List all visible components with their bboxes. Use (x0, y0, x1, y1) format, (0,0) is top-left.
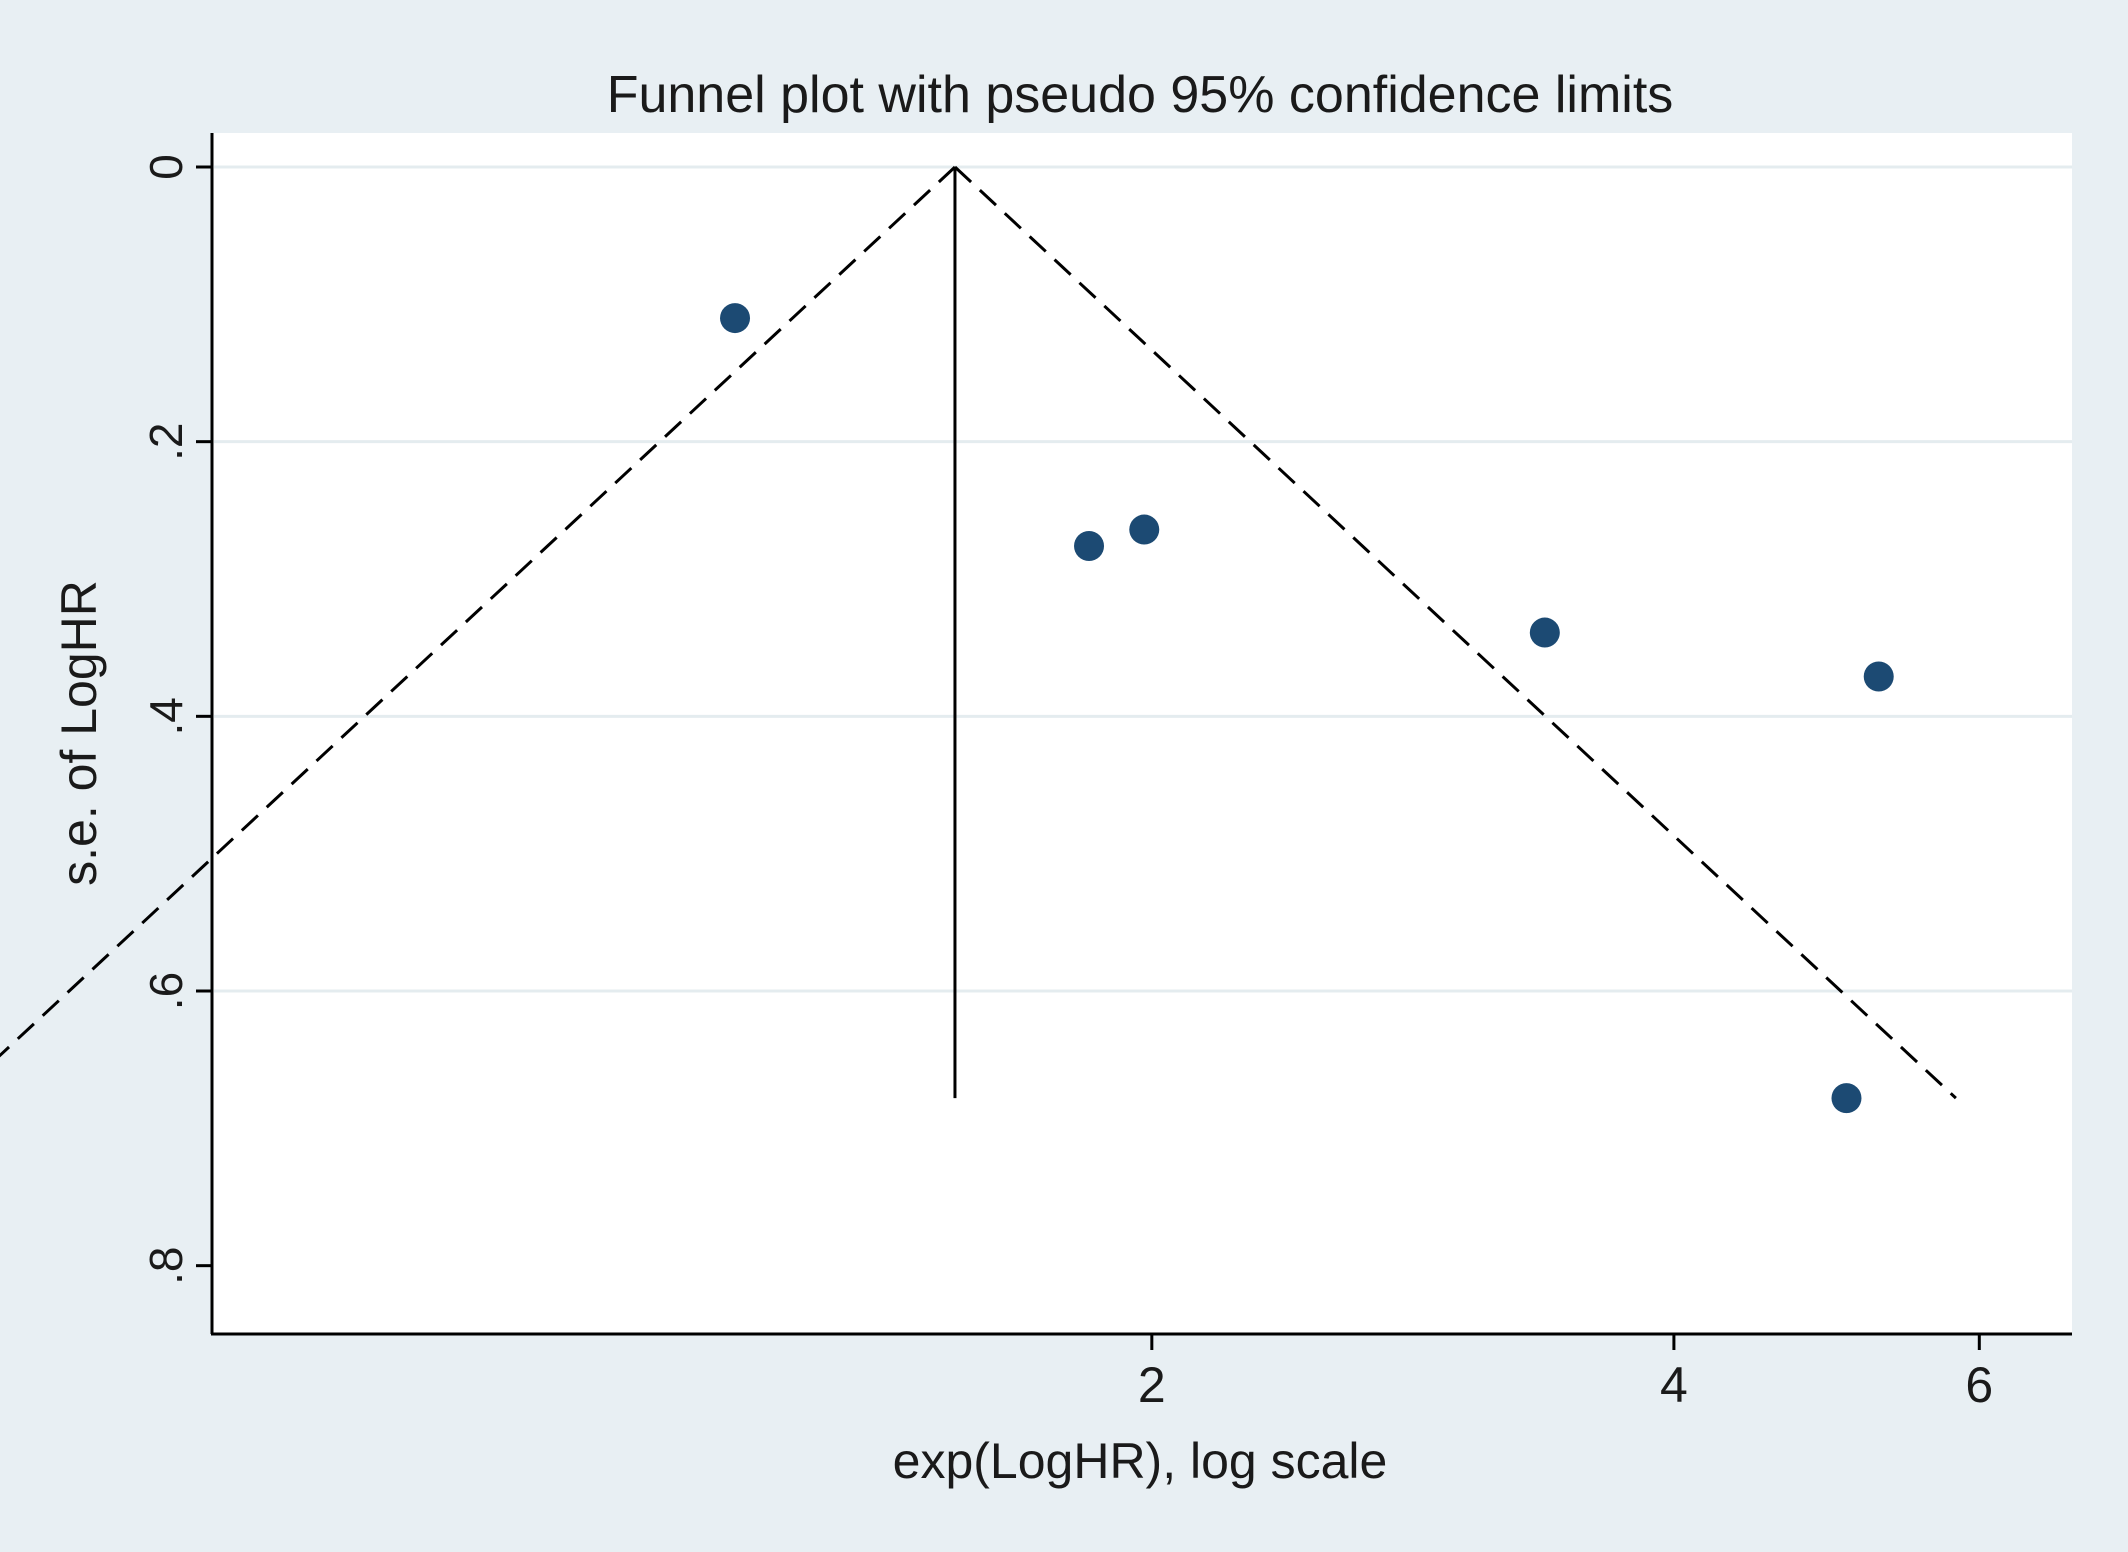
lines-layer (0, 165, 1957, 1100)
study-point-1 (1074, 531, 1105, 562)
study-point-5 (1831, 1083, 1862, 1114)
y-tick-label-2: .4 (140, 697, 192, 735)
y-tick-label-0: 0 (140, 154, 192, 180)
y-axis-label: s.e. of LogHR (51, 580, 107, 886)
points-layer (720, 303, 1894, 1114)
study-point-2 (1129, 514, 1160, 545)
y-tick-label-4: .8 (140, 1246, 192, 1284)
upper-confidence-limit-line (953, 165, 1957, 1100)
study-point-3 (1529, 617, 1560, 648)
x-tick-label-1: 4 (1660, 1357, 1688, 1413)
study-point-0 (720, 303, 751, 334)
x-tick-label-0: 2 (1138, 1357, 1166, 1413)
ticks-layer: 0 .2 .4 .6 .8 2 4 6 (140, 154, 1993, 1413)
x-axis-label: exp(LogHR), log scale (893, 1433, 1388, 1489)
y-tick-label-3: .6 (140, 972, 192, 1010)
chart-title: Funnel plot with pseudo 95% confidence l… (607, 66, 1674, 124)
plot-area (212, 133, 2072, 1333)
y-tick-label-1: .2 (140, 422, 192, 460)
axes-layer (210, 133, 2072, 1336)
study-point-4 (1863, 661, 1894, 692)
lower-confidence-limit-line (0, 165, 956, 1058)
x-tick-label-2: 6 (1965, 1357, 1993, 1413)
grid-layer (214, 165, 2072, 993)
